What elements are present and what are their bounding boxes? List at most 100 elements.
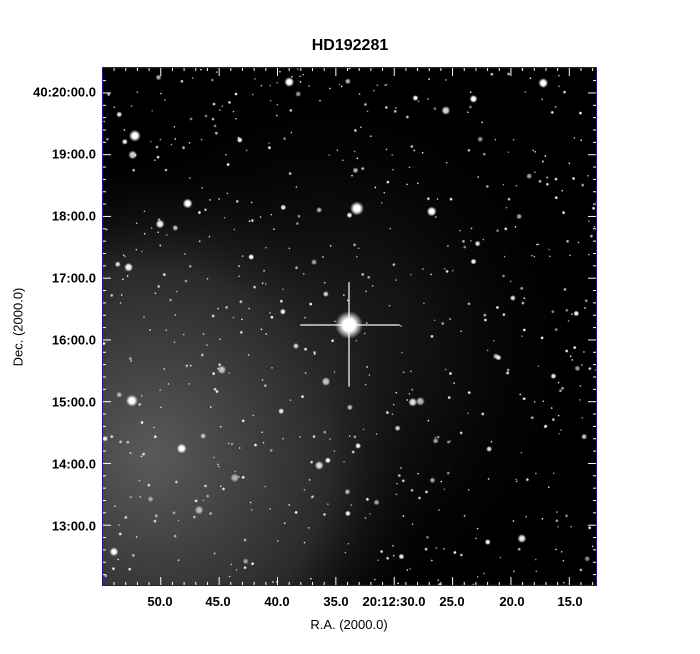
star	[126, 274, 129, 278]
star	[344, 551, 347, 554]
star	[555, 519, 559, 523]
star	[131, 553, 136, 558]
star	[409, 370, 412, 373]
star	[120, 293, 123, 297]
star	[406, 398, 409, 402]
star	[173, 125, 176, 128]
star	[308, 478, 311, 481]
star	[535, 570, 538, 573]
star	[235, 199, 240, 204]
star	[487, 477, 490, 480]
star	[550, 373, 557, 380]
sky-image	[102, 67, 597, 586]
star	[434, 215, 437, 219]
star	[537, 365, 540, 368]
star	[346, 404, 353, 411]
star	[484, 539, 491, 546]
star	[105, 137, 110, 142]
star	[109, 547, 119, 557]
star	[353, 128, 358, 133]
star	[326, 503, 329, 506]
star	[400, 351, 404, 354]
star	[302, 73, 305, 76]
star	[587, 525, 592, 530]
star	[530, 254, 533, 257]
star	[409, 273, 413, 276]
star	[346, 212, 353, 219]
star	[580, 183, 585, 187]
star	[375, 432, 378, 436]
star	[503, 255, 506, 258]
star	[272, 228, 276, 231]
bright-star	[349, 201, 364, 216]
star	[268, 311, 272, 314]
star	[474, 537, 478, 540]
x-tick-label: 15.0	[557, 594, 583, 609]
star	[174, 480, 179, 484]
star	[247, 353, 250, 356]
star	[173, 341, 176, 344]
star	[243, 538, 247, 542]
star	[208, 235, 211, 238]
star	[294, 265, 299, 270]
star	[384, 84, 387, 87]
star	[288, 247, 291, 250]
star	[360, 166, 365, 171]
star	[159, 92, 163, 95]
star	[147, 483, 151, 487]
star	[591, 545, 594, 548]
star	[299, 80, 302, 83]
star	[490, 440, 493, 443]
star	[292, 343, 299, 350]
star	[536, 243, 539, 246]
star	[538, 179, 542, 184]
star	[248, 220, 251, 223]
star	[162, 272, 167, 277]
star	[385, 556, 390, 561]
star	[211, 371, 216, 376]
star	[234, 470, 237, 473]
star	[251, 93, 254, 96]
star	[442, 547, 446, 550]
star	[570, 313, 573, 316]
star	[154, 514, 159, 518]
star	[353, 435, 357, 439]
star	[366, 365, 369, 369]
star	[347, 68, 352, 70]
star	[532, 149, 535, 152]
star	[426, 196, 431, 201]
star	[152, 426, 155, 429]
star	[526, 478, 529, 481]
star	[355, 442, 362, 449]
star	[385, 148, 388, 151]
star	[565, 308, 569, 313]
star	[379, 549, 384, 554]
x-tick-label: 20.0	[499, 594, 525, 609]
star	[159, 138, 162, 141]
star	[250, 561, 255, 566]
star	[448, 371, 453, 376]
star	[227, 100, 232, 105]
star	[221, 105, 224, 108]
star	[408, 397, 418, 407]
star	[234, 117, 238, 120]
star	[476, 527, 479, 530]
star	[212, 456, 215, 459]
star	[182, 333, 185, 336]
star	[128, 356, 133, 361]
star	[384, 105, 389, 110]
star	[507, 197, 511, 202]
image-title: HD192281	[311, 37, 389, 54]
star	[502, 183, 505, 186]
star	[298, 435, 301, 438]
star	[433, 319, 436, 322]
star	[568, 254, 572, 257]
star	[424, 490, 429, 494]
star	[424, 547, 428, 551]
star	[559, 428, 563, 432]
star	[522, 328, 527, 332]
star	[295, 221, 300, 226]
star	[140, 394, 143, 398]
star	[352, 167, 359, 174]
star	[153, 519, 157, 524]
